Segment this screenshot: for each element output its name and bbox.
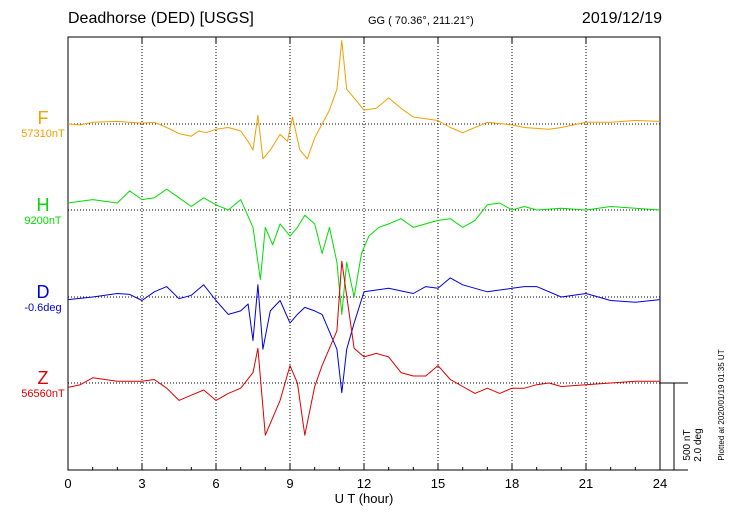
- series-name-d: D: [36, 282, 50, 302]
- series-name-z: Z: [37, 368, 49, 388]
- x-axis-label: U T (hour): [335, 491, 394, 506]
- series-label-f: F 57310nT: [8, 108, 78, 141]
- x-tick-label: 6: [212, 476, 219, 491]
- x-tick-label: 24: [653, 476, 667, 491]
- series-baseline-h: 9200nT: [24, 215, 62, 227]
- series-label-z: Z 56560nT: [8, 368, 78, 401]
- series-line-d: [67, 277, 661, 394]
- series-baseline-d: -0.6deg: [24, 302, 62, 314]
- series-label-h: H 9200nT: [8, 195, 78, 228]
- scale-nt-label: 500 nT: [682, 429, 693, 460]
- x-tick-label: 9: [286, 476, 293, 491]
- series-name-h: H: [36, 195, 50, 215]
- x-tick-label: 12: [357, 476, 371, 491]
- x-tick-label: 21: [579, 476, 593, 491]
- x-axis-ticks: 0 3 6 9 12 15 18 21 24: [64, 37, 667, 491]
- series-group: [67, 40, 661, 436]
- grid: [68, 37, 660, 470]
- station-coordinates: GG ( 70.36°, 211.21°): [368, 15, 474, 27]
- x-tick-label: 15: [431, 476, 445, 491]
- x-tick-label: 0: [64, 476, 71, 491]
- plot-date: 2019/12/19: [581, 10, 662, 27]
- series-baseline-z: 56560nT: [21, 388, 65, 400]
- series-line-h: [67, 188, 661, 315]
- series-line-f: [67, 40, 661, 160]
- series-label-d: D -0.6deg: [8, 282, 78, 315]
- plotted-timestamp: Plotted at 2020/01/19 01:35 UT: [717, 349, 726, 460]
- scale-deg-label: 2.0 deg: [693, 428, 704, 461]
- x-tick-label: 3: [138, 476, 145, 491]
- x-tick-label: 18: [505, 476, 519, 491]
- series-line-z: [67, 260, 660, 436]
- plot-title: Deadhorse (DED) [USGS]: [68, 10, 254, 27]
- series-baseline-f: 57310nT: [21, 128, 65, 140]
- series-name-f: F: [37, 108, 49, 128]
